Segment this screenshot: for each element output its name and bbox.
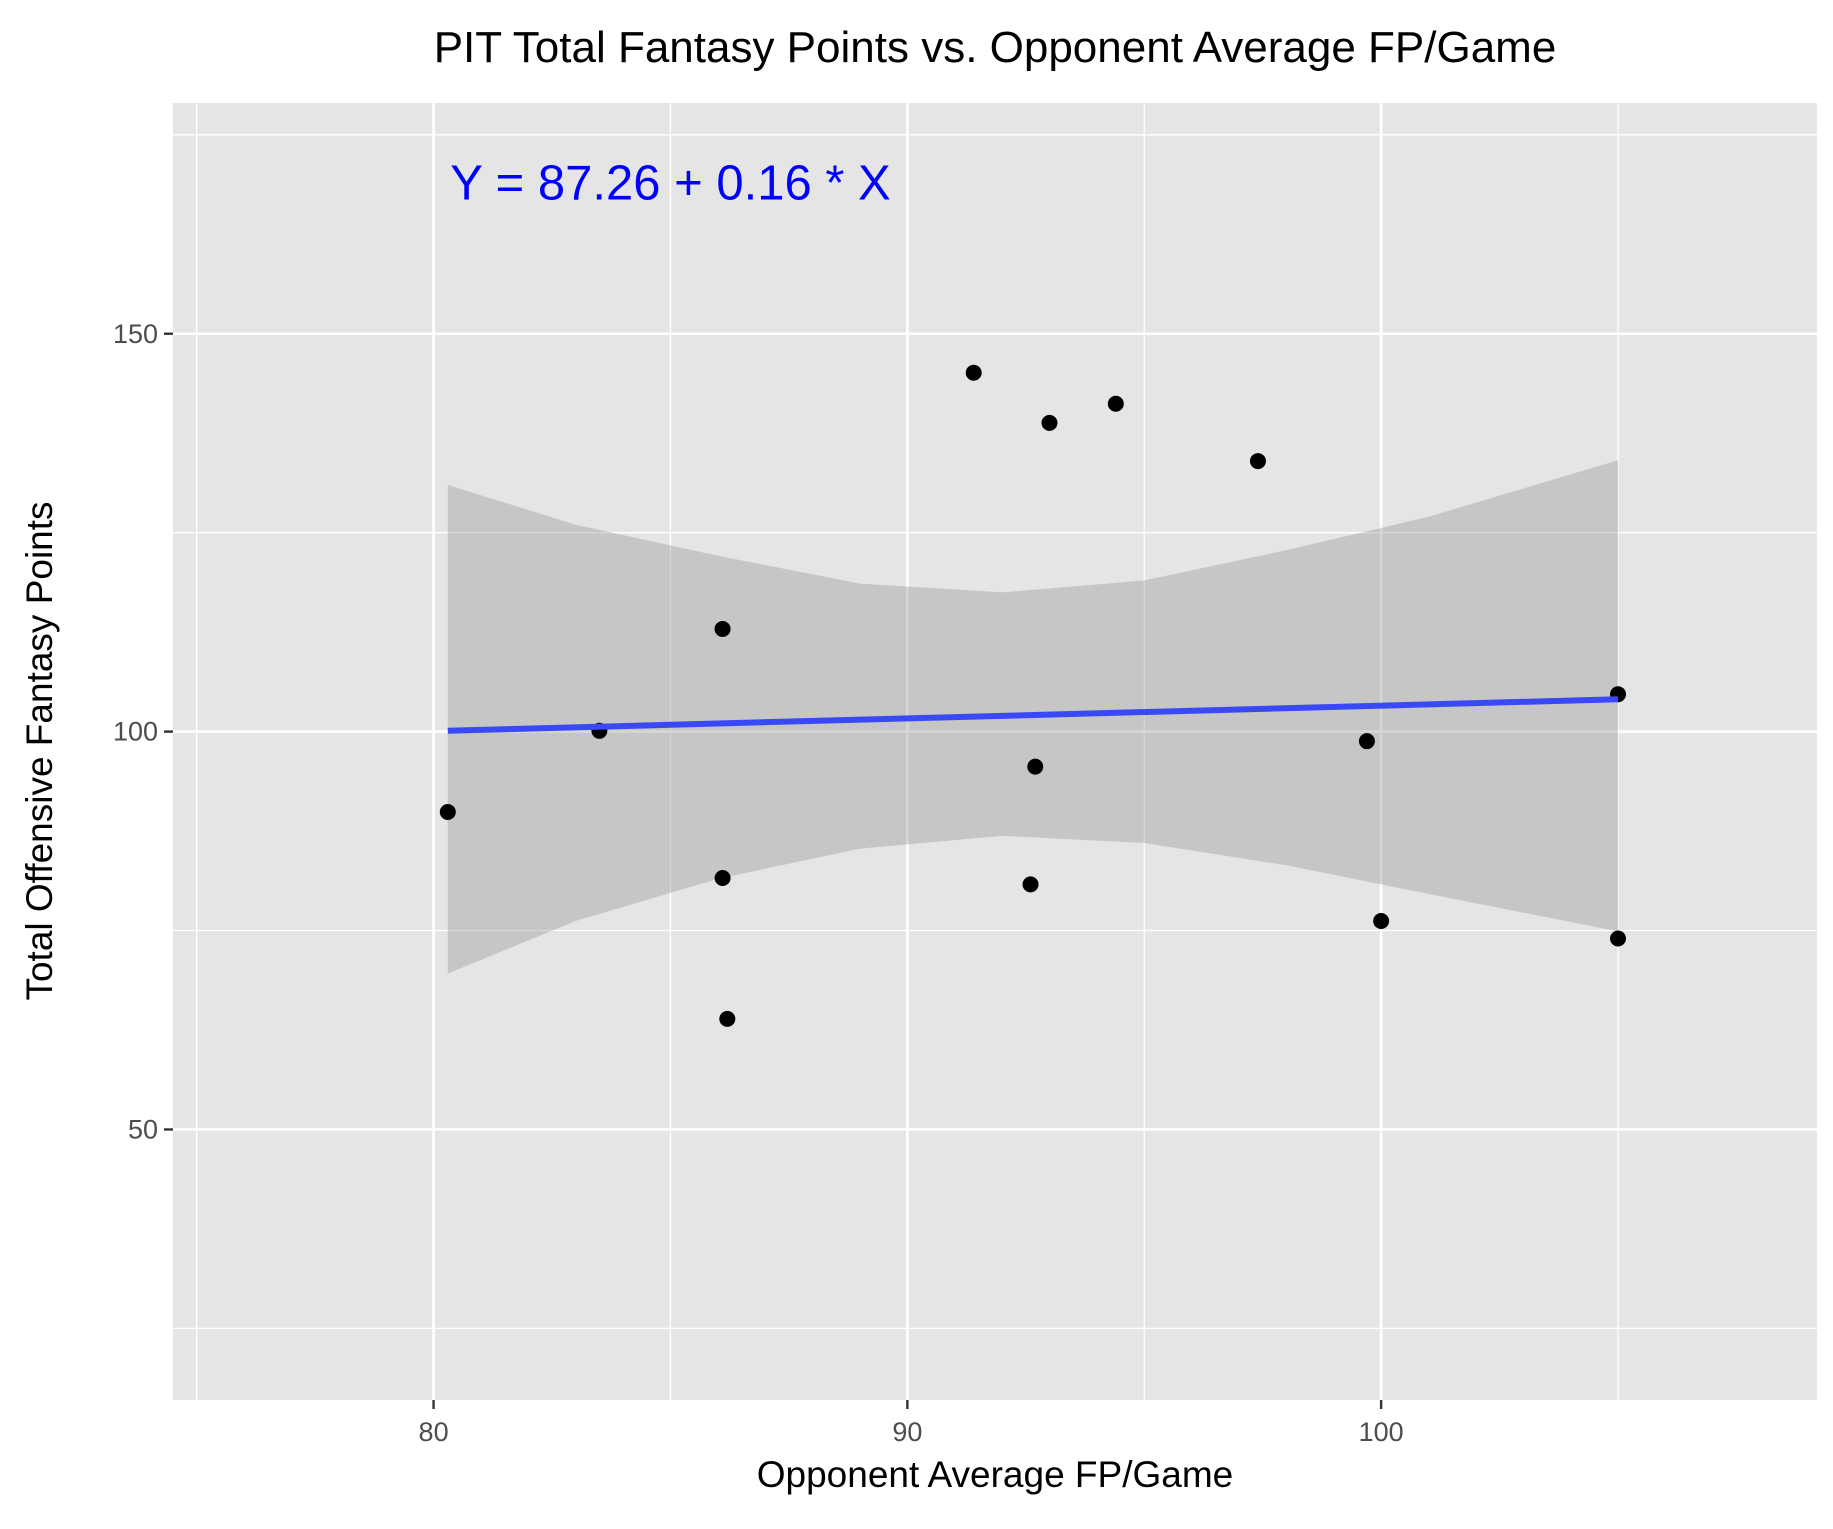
x-tick-label: 90 [892,1417,922,1447]
y-tick-label: 50 [128,1114,158,1144]
x-tick-label: 80 [419,1417,449,1447]
data-point [1610,930,1626,946]
chart-title: PIT Total Fantasy Points vs. Opponent Av… [434,23,1557,72]
data-point [719,1011,735,1027]
x-tick-label: 100 [1359,1417,1404,1447]
data-point [1359,733,1375,749]
data-point [1373,913,1389,929]
data-point [1041,415,1057,431]
data-point [966,365,982,381]
data-point [1027,759,1043,775]
y-tick-label: 100 [113,717,158,747]
data-point [1250,453,1266,469]
x-axis-title: Opponent Average FP/Game [757,1454,1234,1495]
data-point [715,621,731,637]
data-point [1023,876,1039,892]
regression-equation: Y = 87.26 + 0.16 * X [450,157,890,211]
y-axis-title: Total Offensive Fantasy Points [19,501,60,1000]
data-point [1108,396,1124,412]
y-tick-label: 150 [113,319,158,349]
data-point [715,870,731,886]
data-point [440,804,456,820]
